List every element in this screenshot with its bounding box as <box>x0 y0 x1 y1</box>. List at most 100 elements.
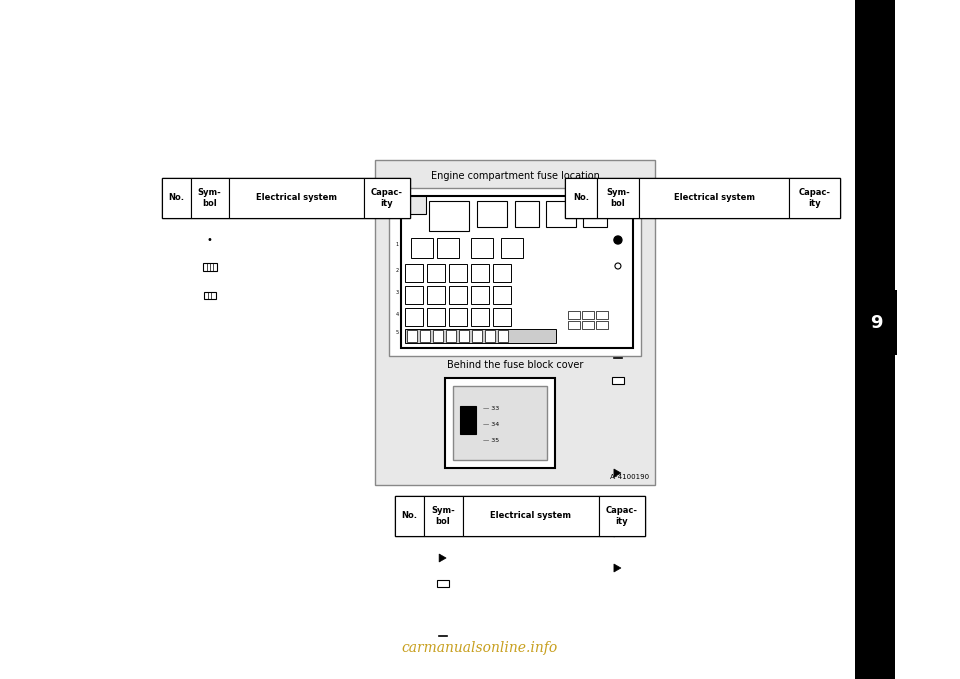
Text: Sym-
bol: Sym- bol <box>431 507 455 526</box>
Bar <box>493 286 511 304</box>
Text: No.: No. <box>401 511 418 521</box>
Bar <box>375 160 655 485</box>
Bar <box>583 201 607 227</box>
Bar <box>405 264 423 282</box>
Bar <box>568 311 580 319</box>
Bar <box>405 329 556 343</box>
Bar <box>582 321 594 329</box>
Bar <box>565 178 840 218</box>
Bar <box>471 264 489 282</box>
Bar <box>459 330 469 342</box>
Bar <box>445 378 555 468</box>
Bar <box>460 406 476 434</box>
Bar <box>423 496 463 536</box>
Text: Sym-
bol: Sym- bol <box>198 188 222 208</box>
Bar <box>395 496 423 536</box>
Bar <box>229 178 364 218</box>
Bar <box>596 321 608 329</box>
Bar <box>855 0 960 679</box>
Bar <box>411 238 433 258</box>
Text: No.: No. <box>168 194 184 202</box>
Text: Electrical system: Electrical system <box>674 194 755 202</box>
Text: 9: 9 <box>870 314 882 332</box>
Polygon shape <box>401 196 426 214</box>
Bar <box>405 308 423 326</box>
Bar <box>471 286 489 304</box>
Polygon shape <box>614 499 621 507</box>
Text: Electrical system: Electrical system <box>256 194 337 202</box>
Bar <box>407 330 417 342</box>
Text: 4: 4 <box>396 312 399 316</box>
Bar <box>498 330 508 342</box>
Text: Capac-
ity: Capac- ity <box>799 188 830 208</box>
Bar <box>0 0 855 679</box>
Bar <box>471 308 489 326</box>
Text: 3: 3 <box>396 289 399 295</box>
Bar <box>395 496 645 536</box>
Bar <box>789 178 840 218</box>
Bar <box>427 308 445 326</box>
Bar <box>433 330 443 342</box>
Bar <box>501 238 523 258</box>
Bar <box>162 178 190 218</box>
Bar <box>463 496 599 536</box>
Text: No.: No. <box>573 194 588 202</box>
Bar <box>895 0 960 679</box>
Bar <box>162 178 410 218</box>
Text: Engine compartment fuse location: Engine compartment fuse location <box>431 171 599 181</box>
Bar <box>493 264 511 282</box>
Bar <box>855 290 897 355</box>
Bar <box>568 321 580 329</box>
Text: AF4100190: AF4100190 <box>610 474 650 480</box>
Text: — 34: — 34 <box>483 422 499 426</box>
Text: 5: 5 <box>396 329 399 335</box>
Bar <box>449 264 467 282</box>
Circle shape <box>614 236 622 244</box>
Bar <box>203 263 217 271</box>
Bar <box>471 238 493 258</box>
Bar <box>437 580 449 587</box>
Text: Electrical system: Electrical system <box>491 511 571 521</box>
Bar <box>401 196 633 348</box>
Polygon shape <box>614 564 621 572</box>
Bar <box>405 286 423 304</box>
Bar <box>596 178 639 218</box>
Text: carmanualsonline.info: carmanualsonline.info <box>402 641 558 655</box>
Bar <box>485 330 495 342</box>
Bar <box>204 292 216 299</box>
Bar <box>437 238 459 258</box>
Bar <box>565 178 596 218</box>
Bar <box>429 201 469 231</box>
Bar <box>449 286 467 304</box>
Bar <box>190 178 229 218</box>
Bar <box>446 330 456 342</box>
Bar <box>515 201 539 227</box>
Text: Sym-
bol: Sym- bol <box>606 188 630 208</box>
Text: 2: 2 <box>396 268 399 272</box>
Text: — 35: — 35 <box>483 437 499 443</box>
Bar <box>546 201 576 227</box>
Text: •: • <box>206 235 213 245</box>
Bar <box>596 311 608 319</box>
Bar <box>599 496 645 536</box>
Text: Behind the fuse block cover: Behind the fuse block cover <box>446 360 583 370</box>
Polygon shape <box>614 469 621 477</box>
Polygon shape <box>614 529 621 537</box>
Bar <box>427 286 445 304</box>
Bar <box>420 330 430 342</box>
Text: Capac-
ity: Capac- ity <box>606 507 637 526</box>
Text: Capac-
ity: Capac- ity <box>372 188 403 208</box>
Bar <box>582 311 594 319</box>
Bar <box>493 308 511 326</box>
Bar <box>472 330 482 342</box>
Bar <box>364 178 410 218</box>
Bar <box>612 377 624 384</box>
Text: 1: 1 <box>396 242 399 246</box>
Bar <box>639 178 789 218</box>
Bar <box>453 386 547 460</box>
Bar <box>477 201 507 227</box>
Bar <box>389 188 641 356</box>
Polygon shape <box>439 554 446 562</box>
Bar <box>427 264 445 282</box>
Bar <box>449 308 467 326</box>
